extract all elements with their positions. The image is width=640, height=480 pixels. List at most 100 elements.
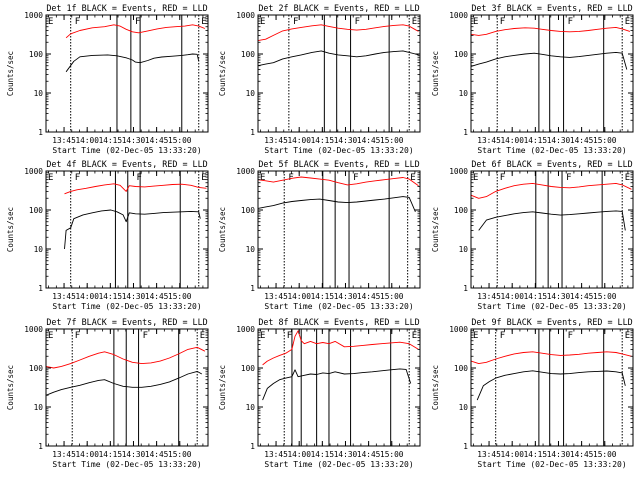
marker-label: F bbox=[355, 17, 360, 27]
marker-label-left: E bbox=[260, 173, 265, 183]
marker-label-left: E bbox=[48, 331, 53, 341]
series-lld bbox=[64, 183, 207, 195]
panel-title: Det 8f BLACK = Events, RED = LLD bbox=[258, 317, 419, 327]
x-tick-label: 14:30 bbox=[547, 136, 571, 145]
x-tick-label: 14:30 bbox=[334, 136, 358, 145]
marker-label: E bbox=[625, 173, 630, 183]
plot-frame bbox=[257, 14, 421, 133]
x-tick-label: 14:15 bbox=[524, 136, 548, 145]
y-tick-label: 1000 bbox=[236, 325, 255, 334]
panel-title: Det 5f BLACK = Events, RED = LLD bbox=[258, 159, 419, 169]
series-lld bbox=[470, 351, 632, 365]
x-tick-label: 14:45 bbox=[145, 292, 169, 301]
y-tick-label: 10 bbox=[34, 89, 44, 98]
panel-title: Det 3f BLACK = Events, RED = LLD bbox=[471, 3, 632, 13]
x-tick-label: 13:45 bbox=[52, 292, 76, 301]
marker-label: F bbox=[566, 173, 571, 183]
x-tick-label: 15:00 bbox=[168, 450, 192, 459]
x-axis-label: Start Time (02-Dec-05 13:33:20) bbox=[52, 302, 201, 311]
marker-label: F bbox=[287, 331, 292, 341]
marker-label: F bbox=[135, 17, 140, 27]
plot-frame bbox=[470, 170, 634, 289]
y-tick-label: 100 bbox=[29, 364, 43, 373]
series-lld bbox=[65, 24, 206, 39]
series-lld bbox=[262, 330, 419, 366]
x-axis-label: Start Time (02-Dec-05 13:33:20) bbox=[264, 302, 413, 311]
marker-label: F bbox=[568, 17, 573, 27]
y-tick-label: 10 bbox=[34, 245, 44, 254]
marker-label: F bbox=[568, 331, 573, 341]
x-axis-label: Start Time (02-Dec-05 13:33:20) bbox=[477, 302, 626, 311]
panel-title: Det 1f BLACK = Events, RED = LLD bbox=[46, 3, 207, 13]
x-tick-label: 14:15 bbox=[311, 136, 335, 145]
y-tick-label: 1 bbox=[463, 284, 468, 293]
y-tick-label: 1000 bbox=[236, 167, 255, 176]
marker-label-left: E bbox=[260, 331, 265, 341]
y-tick-label: 1 bbox=[250, 442, 255, 451]
panel-title: Det 9f BLACK = Events, RED = LLD bbox=[471, 317, 632, 327]
y-tick-label: 1 bbox=[38, 442, 43, 451]
y-tick-label: 100 bbox=[454, 50, 468, 59]
detector-panel-9: Det 9f BLACK = Events, RED = LLD Counts/s… bbox=[431, 317, 634, 469]
y-tick-label: 100 bbox=[241, 50, 255, 59]
series-events bbox=[45, 370, 203, 396]
detector-panel-3: Det 3f BLACK = Events, RED = LLD Counts/s… bbox=[431, 3, 634, 155]
y-tick-label: 1000 bbox=[449, 167, 468, 176]
series-lld bbox=[257, 176, 419, 187]
marker-label-left: E bbox=[473, 173, 478, 183]
series-events bbox=[470, 51, 628, 70]
x-tick-label: 14:00 bbox=[287, 292, 311, 301]
x-tick-label: 13:45 bbox=[264, 292, 288, 301]
x-tick-label: 14:45 bbox=[570, 450, 594, 459]
marker-label-left: E bbox=[473, 331, 478, 341]
y-tick-label: 1000 bbox=[449, 11, 468, 20]
x-tick-label: 15:00 bbox=[380, 292, 404, 301]
y-axis-label: Counts/sec bbox=[6, 365, 15, 410]
x-tick-label: 13:45 bbox=[264, 136, 288, 145]
marker-label: E bbox=[625, 331, 630, 341]
y-tick-label: 1 bbox=[250, 284, 255, 293]
plot-frame bbox=[257, 328, 421, 447]
x-tick-label: 13:45 bbox=[477, 136, 501, 145]
x-tick-label: 14:45 bbox=[357, 450, 381, 459]
x-tick-label: 14:30 bbox=[334, 292, 358, 301]
series-events bbox=[257, 50, 419, 67]
x-tick-label: 14:15 bbox=[311, 450, 335, 459]
y-tick-label: 100 bbox=[29, 50, 43, 59]
x-tick-label: 14:00 bbox=[75, 450, 99, 459]
y-axis-label: Counts/sec bbox=[218, 51, 227, 96]
x-tick-label: 14:00 bbox=[75, 292, 99, 301]
y-tick-label: 100 bbox=[241, 206, 255, 215]
marker-label-left: E bbox=[48, 17, 53, 27]
y-tick-label: 1 bbox=[38, 284, 43, 293]
y-axis-label: Counts/sec bbox=[431, 207, 440, 252]
series-events bbox=[65, 53, 200, 73]
x-tick-label: 14:00 bbox=[500, 136, 524, 145]
marker-label: F bbox=[75, 173, 80, 183]
y-tick-label: 1 bbox=[38, 128, 43, 137]
x-tick-label: 14:45 bbox=[145, 450, 169, 459]
x-tick-label: 13:45 bbox=[264, 450, 288, 459]
x-tick-label: 14:30 bbox=[122, 450, 146, 459]
detector-panel-1: Det 1f BLACK = Events, RED = LLD Counts/s… bbox=[6, 3, 209, 155]
series-lld bbox=[470, 182, 632, 199]
marker-label: F bbox=[500, 331, 505, 341]
x-tick-label: 14:30 bbox=[547, 450, 571, 459]
x-tick-label: 15:00 bbox=[380, 136, 404, 145]
detector-panel-8: Det 8f BLACK = Events, RED = LLD Counts/s… bbox=[218, 317, 421, 469]
marker-label-left: E bbox=[473, 17, 478, 27]
x-tick-label: 14:30 bbox=[122, 136, 146, 145]
y-tick-label: 1 bbox=[463, 128, 468, 137]
x-tick-label: 14:15 bbox=[311, 292, 335, 301]
plot-frame bbox=[257, 170, 421, 289]
marker-label: F bbox=[293, 17, 298, 27]
x-axis-label: Start Time (02-Dec-05 13:33:20) bbox=[477, 460, 626, 469]
x-tick-label: 15:00 bbox=[593, 292, 617, 301]
y-axis-label: Counts/sec bbox=[218, 365, 227, 410]
marker-label: E bbox=[625, 17, 630, 27]
y-axis-label: Counts/sec bbox=[218, 207, 227, 252]
marker-label: F bbox=[75, 17, 80, 27]
x-tick-label: 14:45 bbox=[145, 136, 169, 145]
x-tick-label: 14:45 bbox=[357, 292, 381, 301]
marker-label: F bbox=[500, 173, 505, 183]
